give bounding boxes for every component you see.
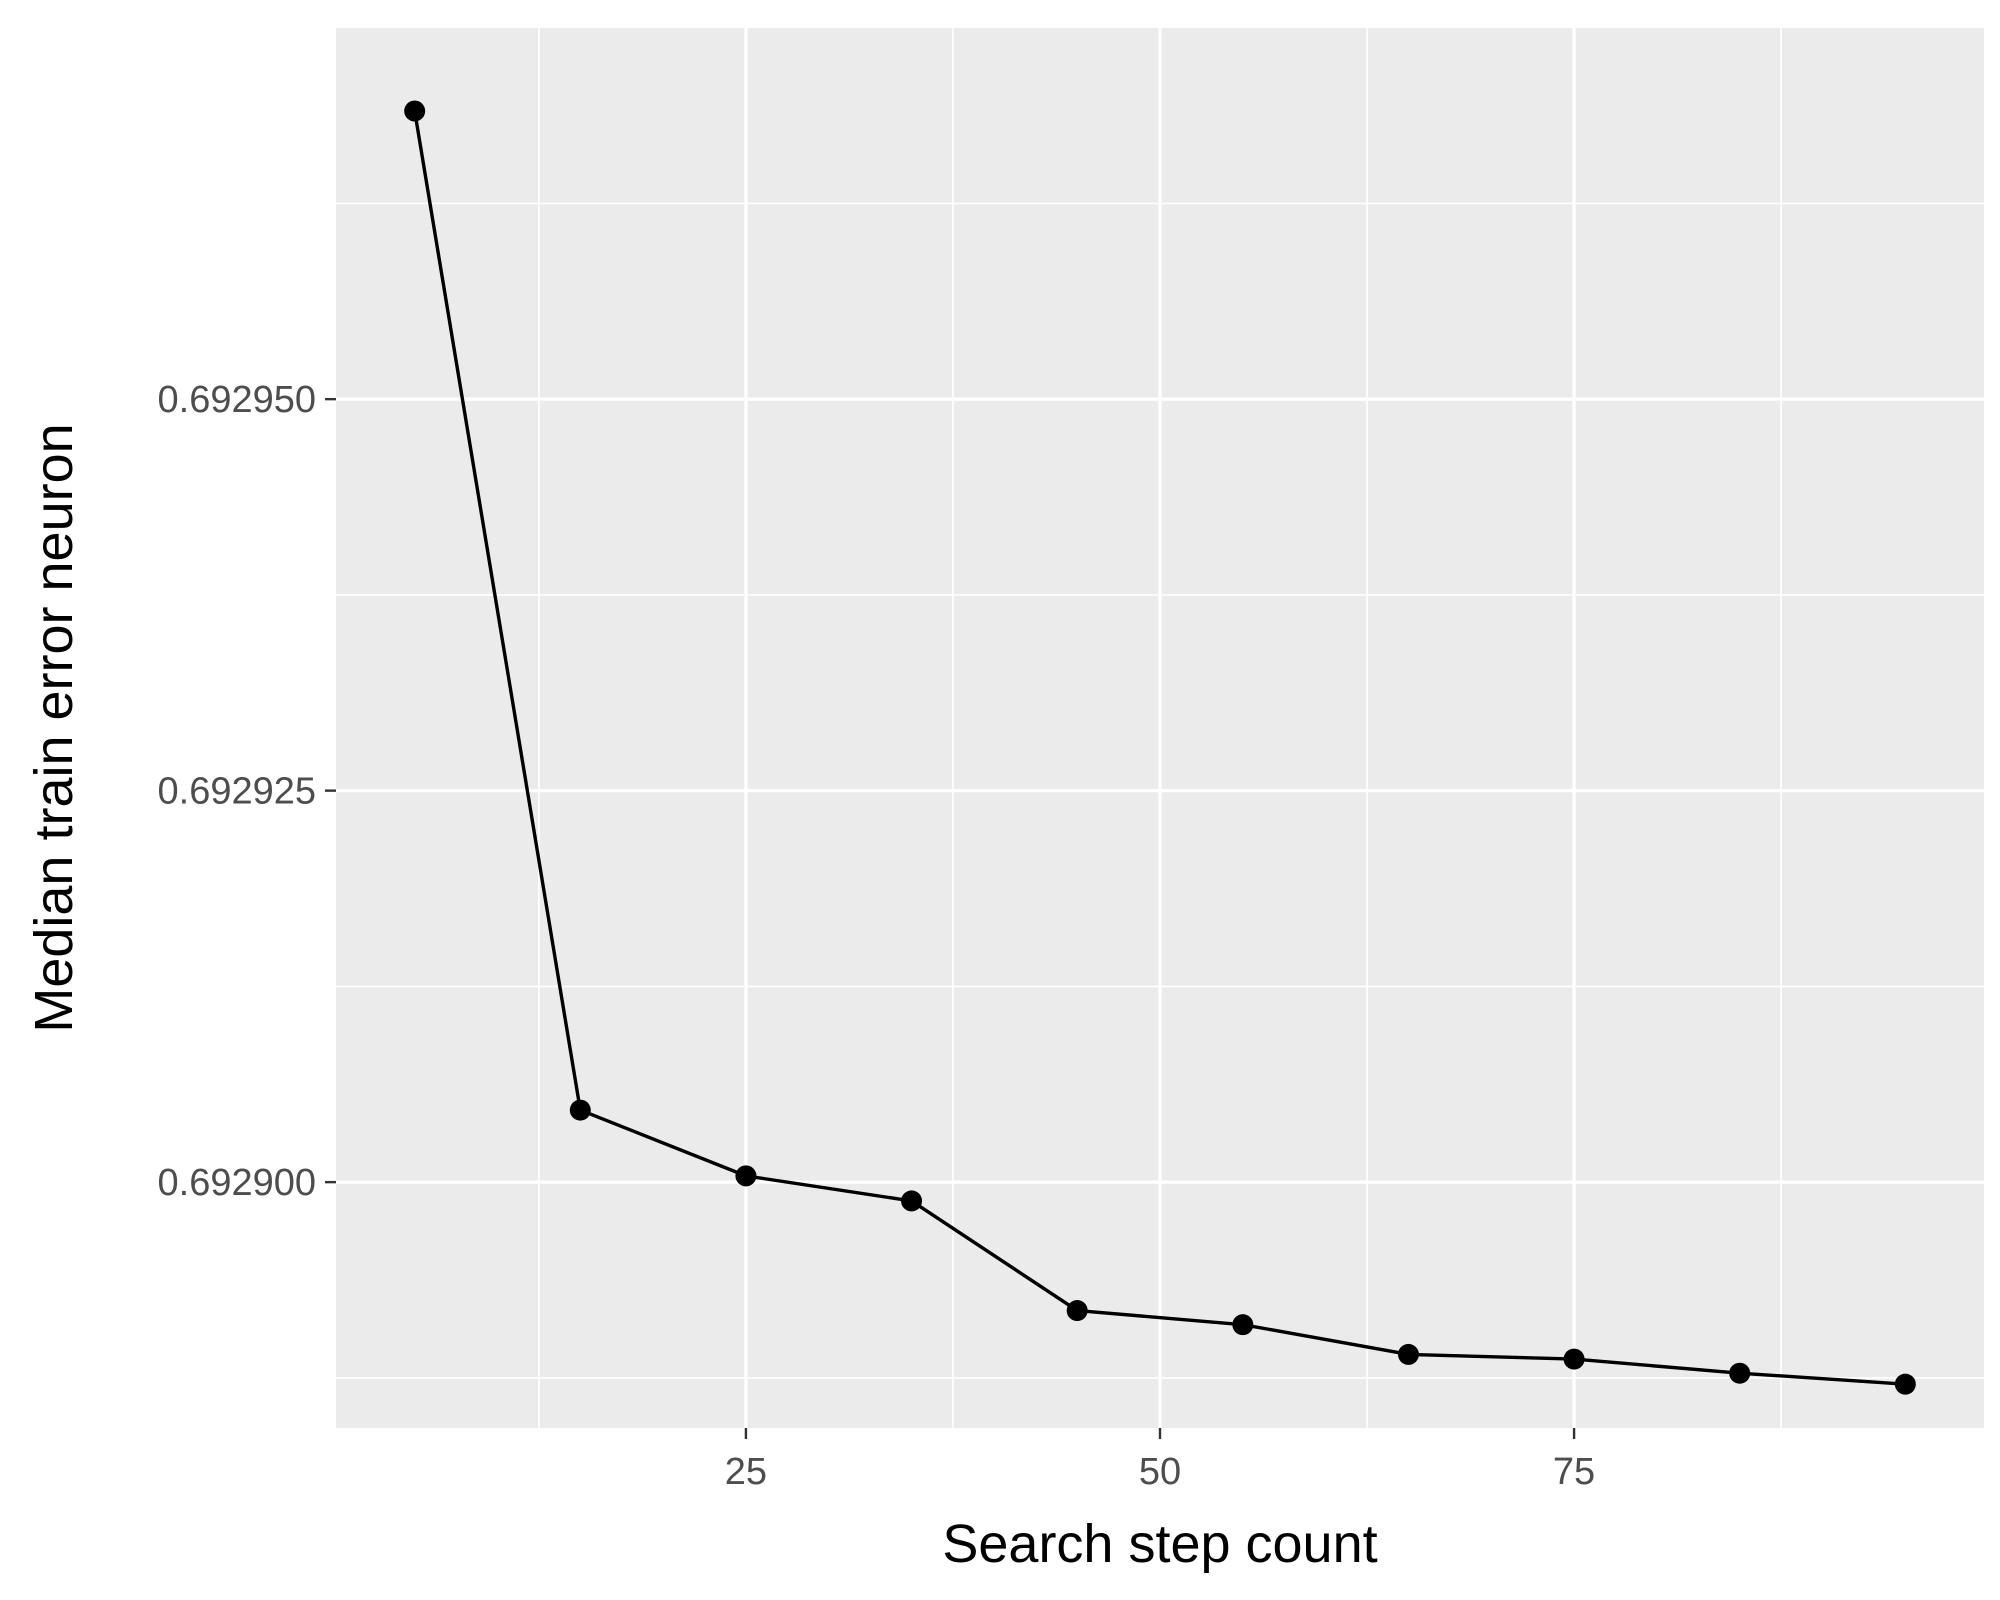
data-point (404, 100, 426, 122)
data-point (1894, 1373, 1916, 1395)
data-point (1563, 1348, 1585, 1370)
data-point (735, 1165, 757, 1187)
y-tick-label: 0.692925 (158, 771, 317, 813)
major-grid (336, 28, 1984, 1428)
x-tick-label: 25 (725, 1451, 767, 1493)
x-axis: 25 50 75 (725, 1428, 1595, 1493)
data-series (404, 100, 1916, 1395)
x-tick-label: 75 (1553, 1451, 1595, 1493)
data-point (1397, 1343, 1419, 1365)
data-point (901, 1190, 923, 1212)
series-line (412, 110, 1906, 1386)
data-point (1232, 1314, 1254, 1336)
y-axis-title: Median train error neuron (24, 423, 84, 1032)
y-tick-label: 0.692900 (158, 1162, 317, 1204)
y-axis: 0.692900 0.692925 0.692950 (158, 379, 336, 1204)
y-tick-label: 0.692950 (158, 379, 317, 421)
data-point (1729, 1362, 1751, 1384)
x-axis-title: Search step count (942, 1514, 1377, 1574)
x-tick-label: 50 (1139, 1451, 1181, 1493)
data-point (1066, 1300, 1088, 1322)
data-point (569, 1099, 591, 1121)
